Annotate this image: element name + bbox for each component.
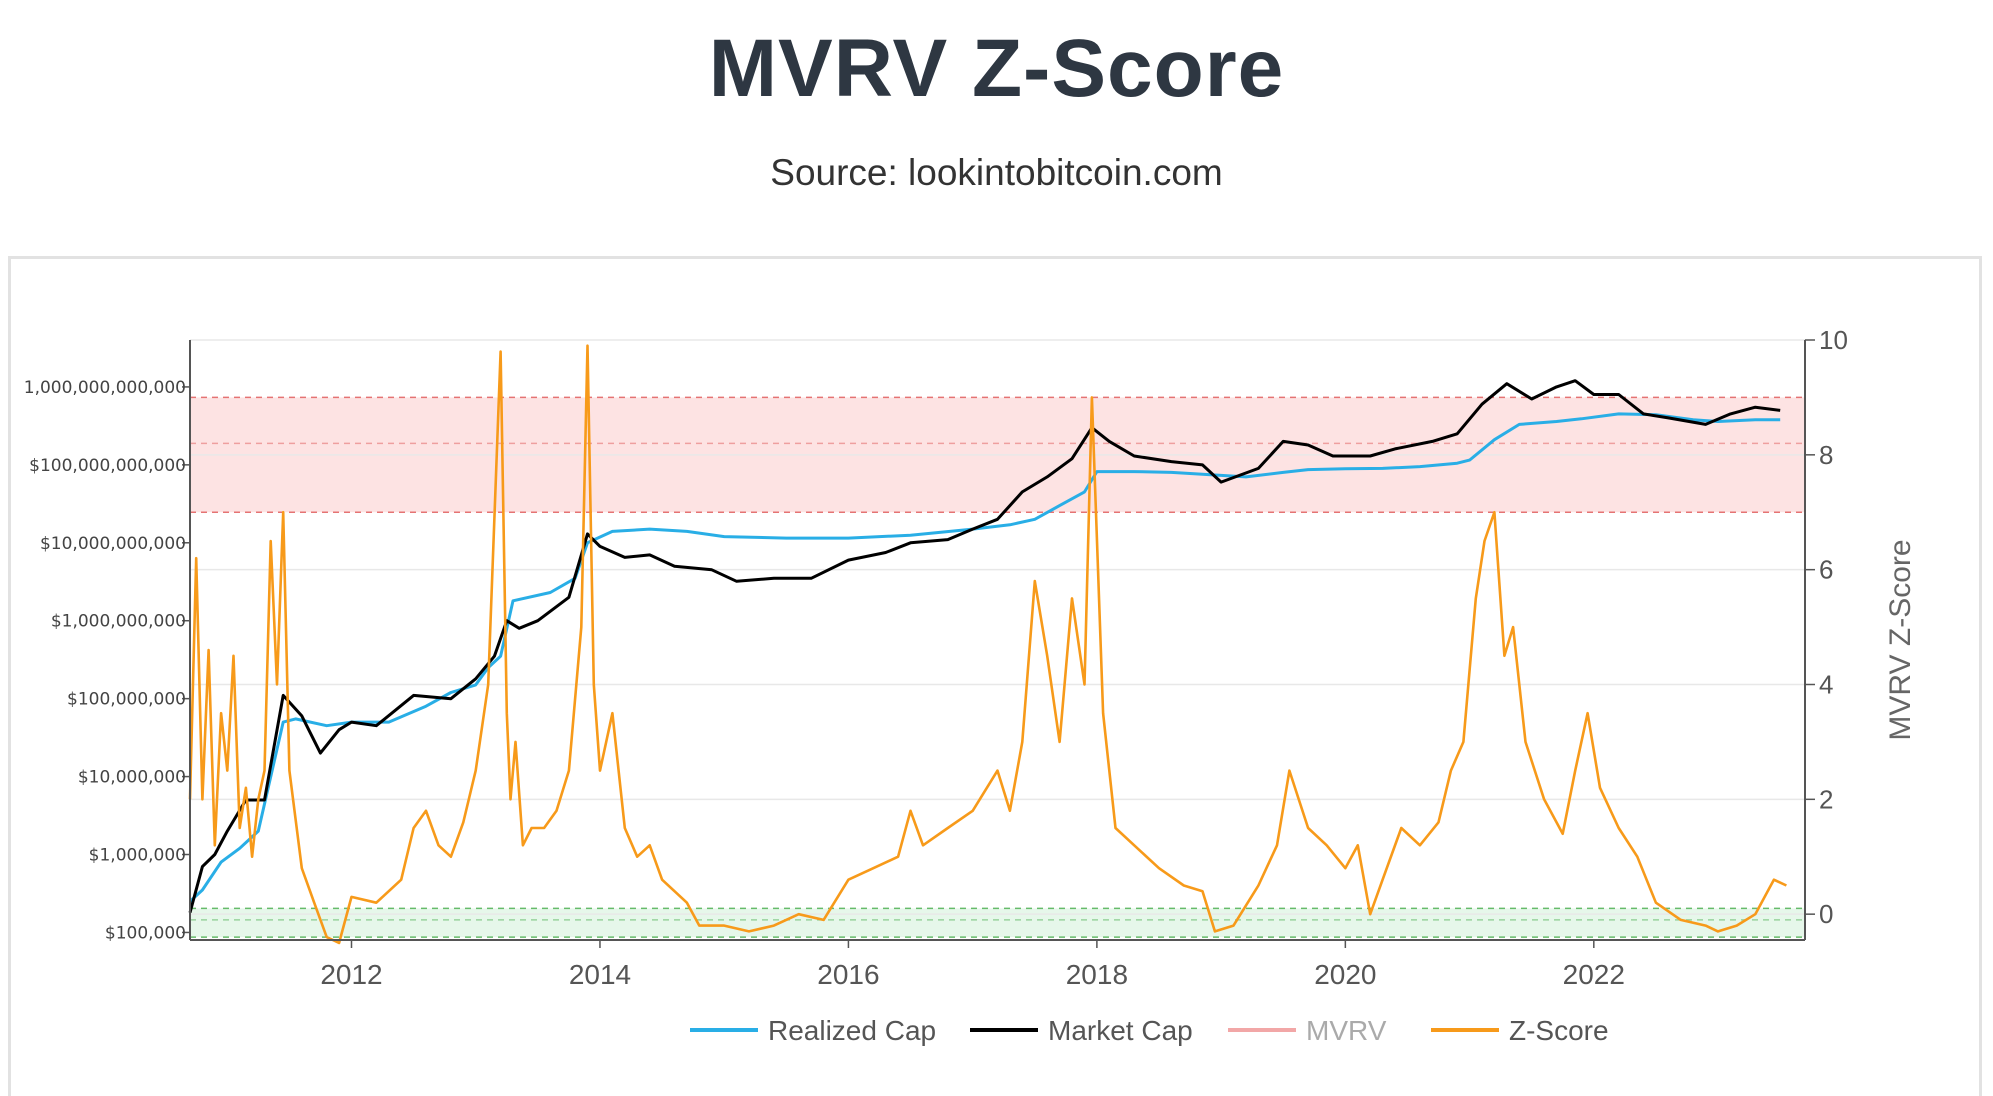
y-right-tick-label: 4 [1819, 669, 1833, 699]
chart-frame [8, 256, 1982, 1096]
y-left-tick-label: $1,000,000,000 [51, 612, 186, 632]
x-tick-label: 2012 [320, 959, 382, 990]
gridlines [190, 339, 1805, 915]
x-tick-label: 2018 [1066, 959, 1128, 990]
zone-bands [190, 396, 1805, 938]
y-left-tick-label: $10,000,000,000 [40, 534, 186, 554]
y-left-tick-label: $100,000,000,000 [29, 456, 186, 476]
y-right-tick-label: 10 [1819, 325, 1848, 355]
x-tick-label: 2014 [569, 959, 631, 990]
axes: $100,000 $1,000,000 $10,000,000 $100,000,00… [24, 325, 1917, 990]
y-left-tick-label: 1,000,000,000,000 [24, 378, 186, 398]
y-left-tick-label: $100,000 [105, 923, 186, 943]
page-title: MVRV Z-Score [708, 23, 1285, 114]
legend-label-market-cap: Market Cap [1048, 1015, 1193, 1046]
page-subtitle: Source: lookintobitcoin.com [770, 152, 1223, 193]
x-tick-label: 2020 [1314, 959, 1376, 990]
z-score-line [188, 344, 1787, 945]
legend-label-mvrv: MVRV [1306, 1015, 1387, 1046]
y-left-tick-label: $100,000,000 [67, 690, 186, 710]
y-right-tick-label: 0 [1819, 899, 1833, 929]
y-right-axis-label: MVRV Z-Score [1884, 539, 1917, 740]
legend: Realized Cap Market Cap MVRV Z-Score [690, 1015, 1609, 1046]
x-tick-label: 2016 [817, 959, 879, 990]
y-right-tick-label: 6 [1819, 555, 1833, 585]
legend-label-realized-cap: Realized Cap [768, 1015, 936, 1046]
y-left-tick-label: $1,000,000 [89, 846, 186, 866]
series-lines [188, 344, 1787, 945]
market-cap-line [188, 379, 1781, 913]
green-zone-band [190, 908, 1805, 938]
y-left-tick-label: $10,000,000 [78, 768, 186, 788]
legend-label-z-score: Z-Score [1509, 1015, 1609, 1046]
x-tick-label: 2022 [1563, 959, 1625, 990]
y-right-tick-label: 8 [1819, 440, 1833, 470]
y-right-tick-label: 2 [1819, 784, 1833, 814]
